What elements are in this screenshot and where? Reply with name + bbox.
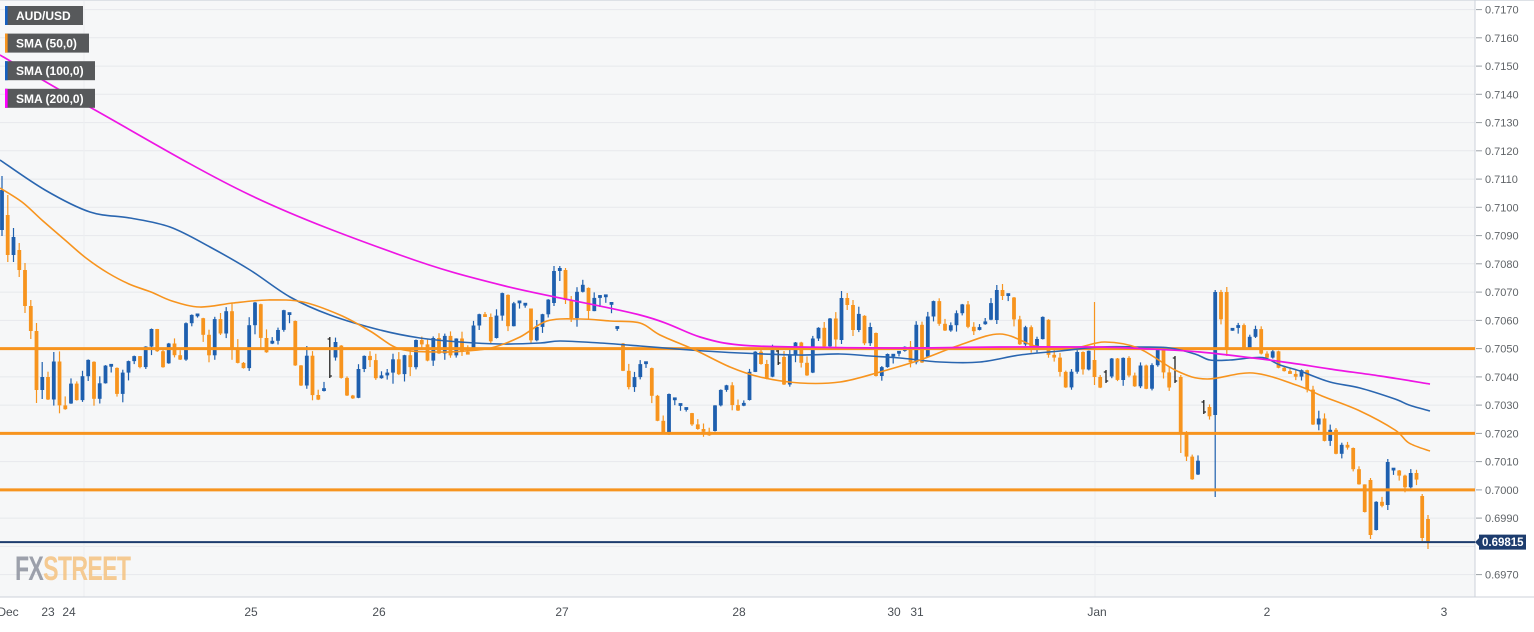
svg-text:0.7160: 0.7160 <box>1485 33 1519 45</box>
svg-text:0.7110: 0.7110 <box>1485 174 1518 186</box>
svg-text:0.7100: 0.7100 <box>1485 202 1519 214</box>
svg-text:FXSTREET: FXSTREET <box>15 551 131 588</box>
svg-text:30: 30 <box>887 605 901 619</box>
svg-text:26: 26 <box>372 605 386 619</box>
svg-text:0.7020: 0.7020 <box>1485 428 1519 440</box>
svg-text:0.7060: 0.7060 <box>1485 315 1519 327</box>
svg-text:31: 31 <box>910 605 924 619</box>
svg-text:AUD/USD: AUD/USD <box>16 9 71 23</box>
svg-text:0.69815: 0.69815 <box>1482 537 1524 549</box>
svg-text:0.7010: 0.7010 <box>1485 457 1519 469</box>
svg-text:0.7130: 0.7130 <box>1485 118 1519 130</box>
svg-text:28: 28 <box>732 605 746 619</box>
svg-text:0.6970: 0.6970 <box>1485 570 1519 582</box>
svg-text:0.7070: 0.7070 <box>1485 287 1519 299</box>
svg-text:23: 23 <box>41 605 55 619</box>
svg-text:0.7080: 0.7080 <box>1485 259 1519 271</box>
svg-text:Jan: Jan <box>1087 605 1106 619</box>
svg-text:0.7050: 0.7050 <box>1485 344 1519 356</box>
svg-text:0.7040: 0.7040 <box>1485 372 1519 384</box>
svg-text:2: 2 <box>1264 605 1271 619</box>
svg-text:SMA (50,0): SMA (50,0) <box>16 37 77 51</box>
svg-text:0.7000: 0.7000 <box>1485 485 1519 497</box>
svg-text:Dec: Dec <box>0 605 19 619</box>
svg-text:SMA (200,0): SMA (200,0) <box>16 92 84 106</box>
svg-text:0.7090: 0.7090 <box>1485 231 1519 243</box>
svg-text:0.7120: 0.7120 <box>1485 146 1519 158</box>
svg-text:0.7170: 0.7170 <box>1485 5 1519 17</box>
svg-text:0.7140: 0.7140 <box>1485 89 1519 101</box>
svg-text:27: 27 <box>555 605 569 619</box>
svg-text:0.7150: 0.7150 <box>1485 61 1519 73</box>
svg-text:25: 25 <box>244 605 258 619</box>
svg-text:0.7030: 0.7030 <box>1485 400 1519 412</box>
svg-text:3: 3 <box>1441 605 1448 619</box>
svg-text:0.6990: 0.6990 <box>1485 513 1519 525</box>
svg-text:24: 24 <box>62 605 76 619</box>
svg-text:SMA (100,0): SMA (100,0) <box>16 64 84 78</box>
